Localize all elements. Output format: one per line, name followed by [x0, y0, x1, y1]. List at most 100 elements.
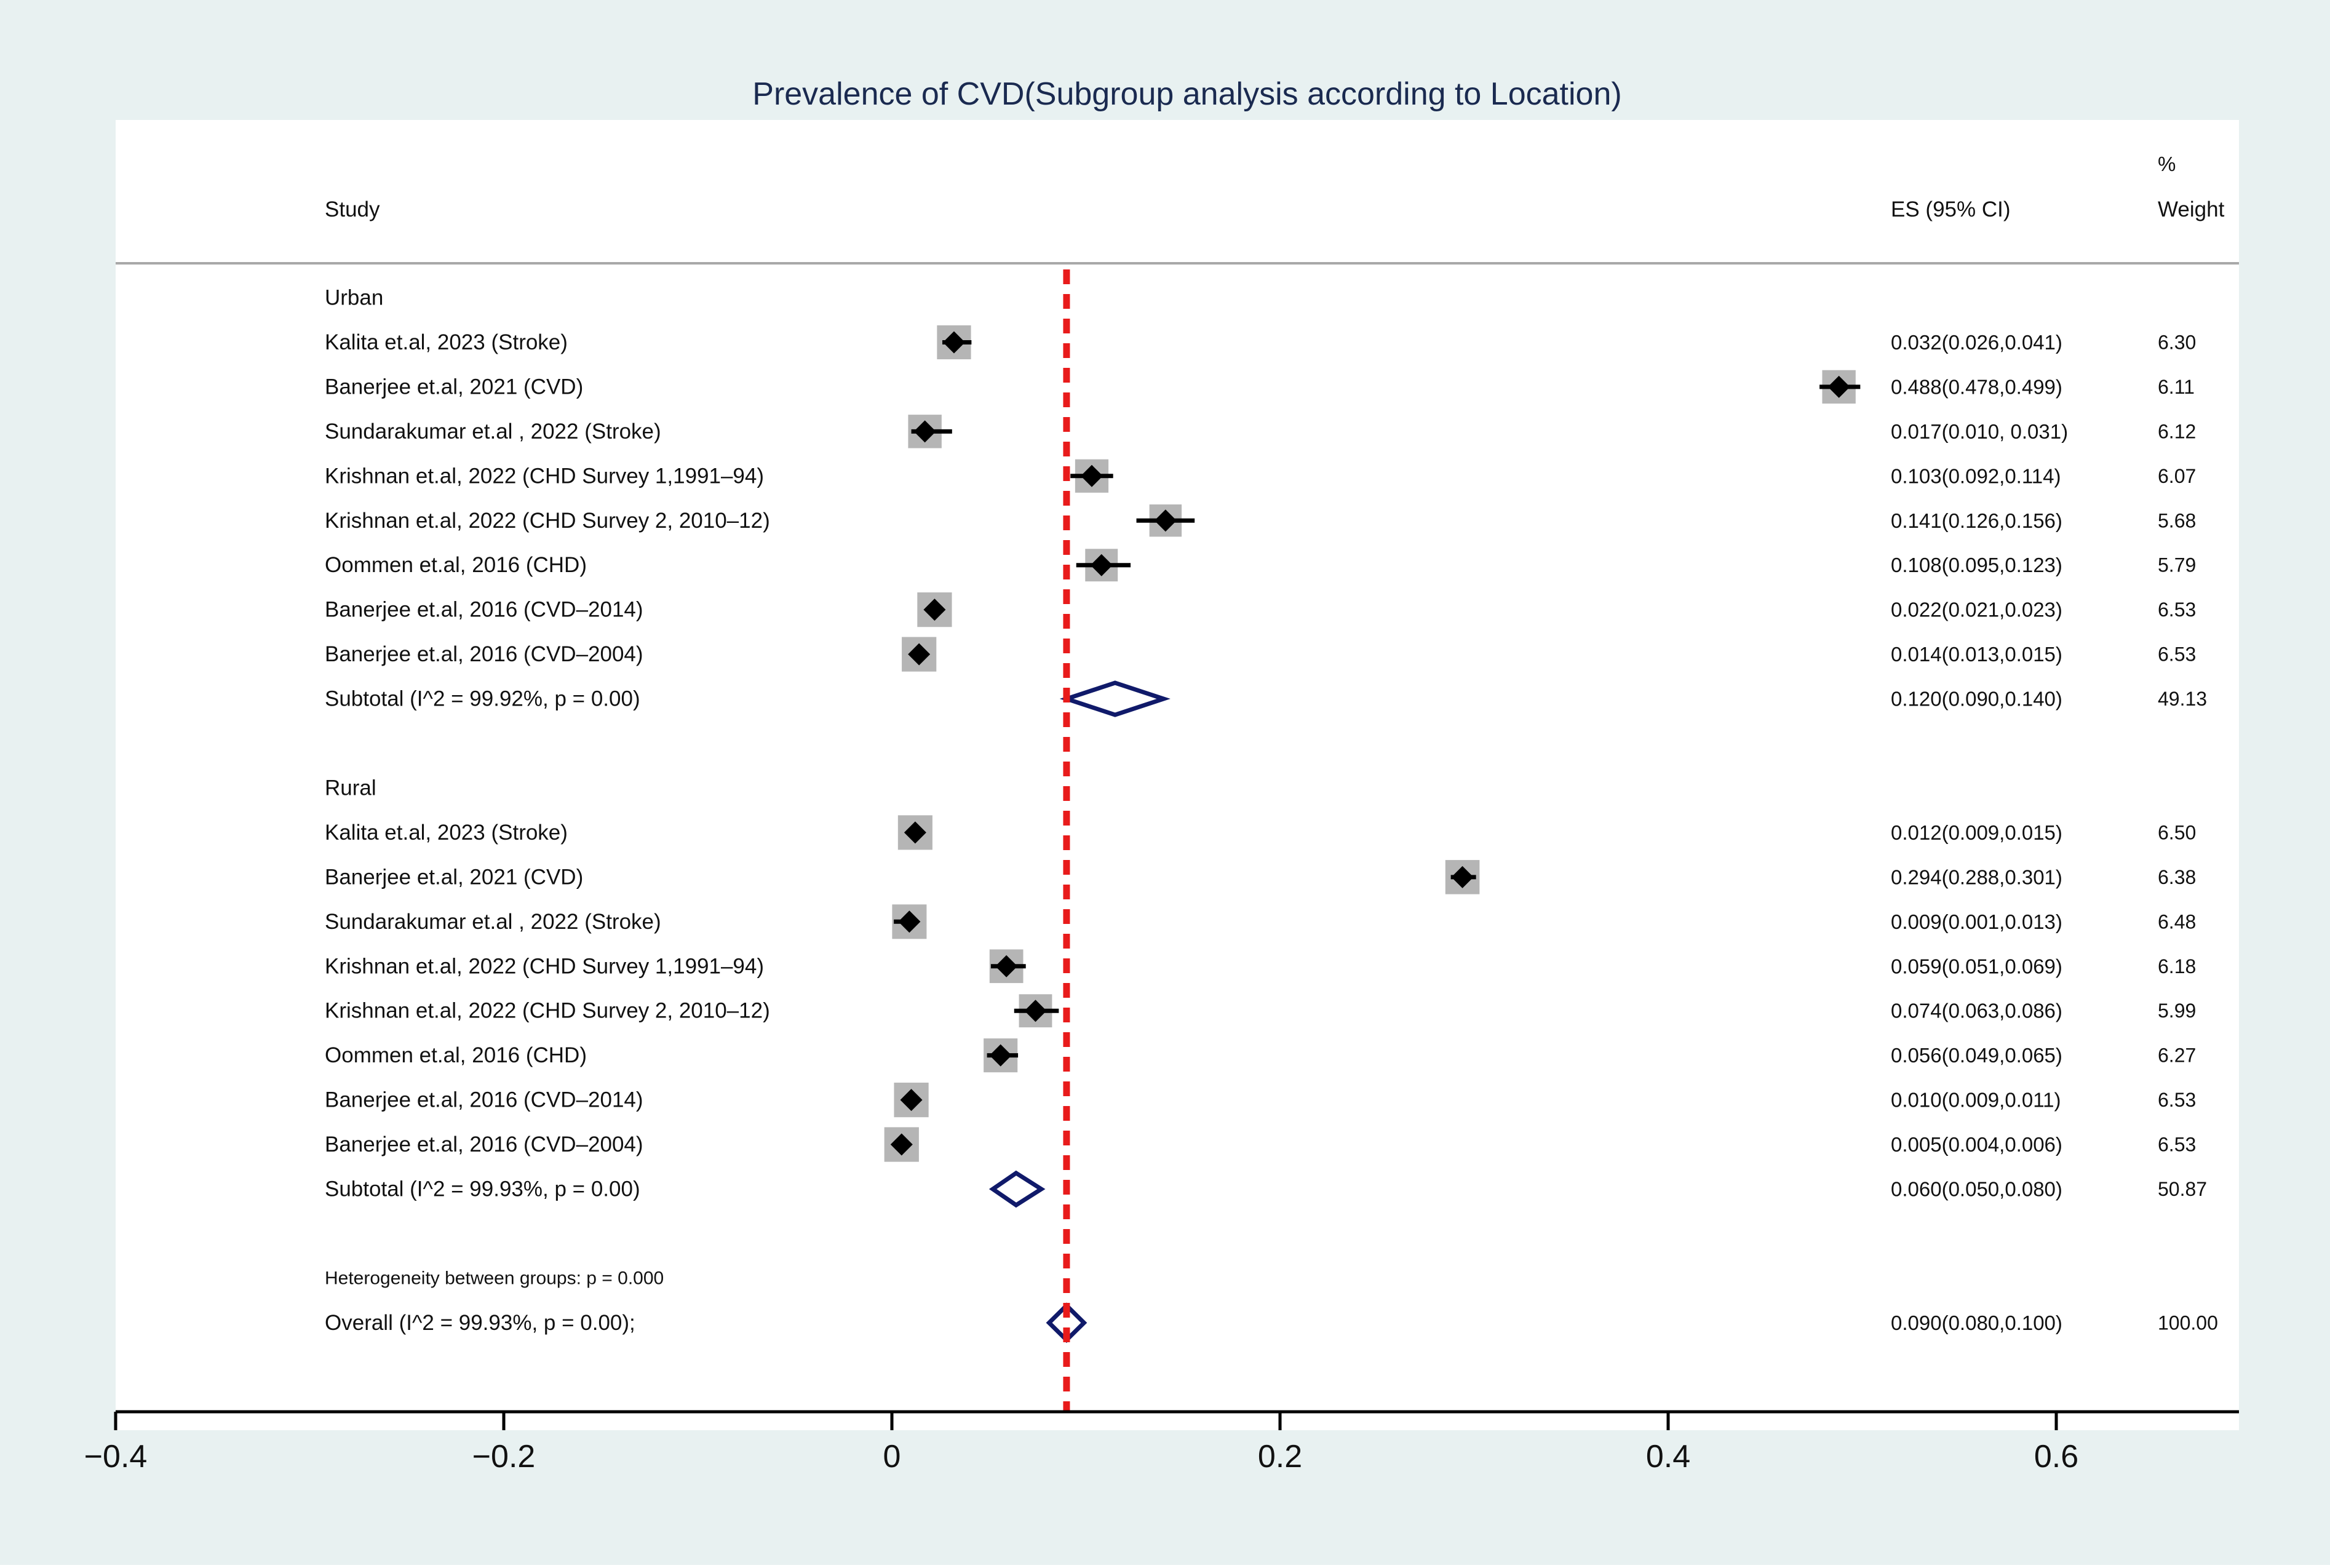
- es-ci-value: 0.009(0.001,0.013): [1891, 910, 2062, 933]
- study-label: Oommen et.al, 2016 (CHD): [325, 553, 587, 577]
- study-label: Banerjee et.al, 2021 (CVD): [325, 375, 583, 399]
- es-ci-value: 0.120(0.090,0.140): [1891, 688, 2062, 710]
- es-ci-value: 0.294(0.288,0.301): [1891, 866, 2062, 888]
- study-label: Sundarakumar et.al , 2022 (Stroke): [325, 910, 661, 934]
- es-ci-value: 0.103(0.092,0.114): [1891, 464, 2061, 487]
- row-study: Kalita et.al, 2023 (Stroke) 0.012(0.009,0…: [325, 815, 2196, 850]
- es-ci-value: 0.014(0.013,0.015): [1891, 643, 2062, 666]
- point-estimate: [898, 910, 921, 933]
- plot-area: [116, 120, 2239, 1430]
- weight-value: 6.18: [2158, 955, 2196, 977]
- x-axis: −0.4 −0.2 0 0.2 0.4 0.6: [84, 1410, 2239, 1474]
- study-label: Kalita et.al, 2023 (Stroke): [325, 821, 568, 845]
- es-ci-value: 0.488(0.478,0.499): [1891, 375, 2062, 398]
- es-ci-value: 0.010(0.009,0.011): [1891, 1089, 2061, 1112]
- point-estimate: [900, 1089, 923, 1112]
- weight-value: 6.11: [2158, 376, 2195, 398]
- study-label: Sundarakumar et.al , 2022 (Stroke): [325, 420, 661, 444]
- row-study: Banerjee et.al, 2016 (CVD–2014) 0.010(0.0…: [325, 1082, 2196, 1118]
- point-estimate: [890, 1133, 913, 1156]
- weight-value: 6.07: [2158, 465, 2196, 487]
- weight-value: 5.79: [2158, 554, 2196, 576]
- weight-value: 6.38: [2158, 866, 2196, 888]
- weight-value: 6.53: [2158, 1089, 2196, 1111]
- overall-label: Overall (I^2 = 99.93%, p = 0.00);: [325, 1311, 635, 1335]
- rows-layer: Urban Kalita et.al, 2023 (Stroke) 0.032(0.…: [325, 286, 2218, 1343]
- es-ci-value: 0.141(0.126,0.156): [1891, 509, 2062, 532]
- row-study: Sundarakumar et.al , 2022 (Stroke) 0.017(…: [325, 415, 2196, 448]
- es-ci-value: 0.032(0.026,0.041): [1891, 331, 2062, 354]
- weight-value: 6.27: [2158, 1045, 2196, 1067]
- weight-value: 6.12: [2158, 420, 2196, 442]
- row-study: Banerjee et.al, 2021 (CVD) 0.294(0.288,0.…: [325, 860, 2196, 894]
- point-estimate: [913, 420, 936, 443]
- point-estimate: [989, 1044, 1012, 1067]
- point-estimate: [904, 821, 926, 844]
- x-tick-label: 0.4: [1646, 1439, 1690, 1474]
- row-study: Banerjee et.al, 2016 (CVD–2004) 0.005(0.0…: [325, 1127, 2196, 1162]
- subtotal-diamond: [988, 1170, 1046, 1208]
- point-estimate: [1451, 866, 1474, 888]
- es-ci-value: 0.012(0.009,0.015): [1891, 821, 2062, 844]
- point-estimate: [1024, 1000, 1047, 1022]
- subgroup-label: Urban: [325, 286, 383, 310]
- weight-value: 5.68: [2158, 509, 2196, 531]
- weight-value: 6.48: [2158, 910, 2196, 933]
- weight-value: 50.87: [2158, 1178, 2207, 1200]
- row-note: Heterogeneity between groups: p = 0.000: [325, 1268, 664, 1288]
- weight-value: 6.53: [2158, 1134, 2196, 1156]
- study-label: Banerjee et.al, 2016 (CVD–2004): [325, 642, 643, 666]
- weight-value: 6.53: [2158, 599, 2196, 621]
- row-study: Oommen et.al, 2016 (CHD) 0.056(0.049,0.06…: [325, 1038, 2196, 1073]
- weight-value: 6.53: [2158, 643, 2196, 666]
- es-ci-value: 0.059(0.051,0.069): [1891, 955, 2062, 977]
- es-ci-value: 0.056(0.049,0.065): [1891, 1044, 2062, 1067]
- study-label: Banerjee et.al, 2016 (CVD–2004): [325, 1132, 643, 1156]
- point-estimate: [923, 599, 946, 621]
- row-subtotal: Subtotal (I^2 = 99.93%, p = 0.00) 0.060(0…: [325, 1170, 2207, 1208]
- row-overall: Overall (I^2 = 99.93%, p = 0.00); 0.090(0…: [325, 1302, 2218, 1343]
- study-label: Banerjee et.al, 2021 (CVD): [325, 865, 583, 889]
- header-weight-pct-label: %: [2158, 153, 2176, 175]
- es-ci-value: 0.022(0.021,0.023): [1891, 599, 2062, 621]
- es-ci-value: 0.074(0.063,0.086): [1891, 1000, 2062, 1022]
- header-es-label: ES (95% CI): [1891, 197, 2011, 221]
- point-estimate: [995, 955, 1018, 977]
- subtotal-label: Subtotal (I^2 = 99.93%, p = 0.00): [325, 1177, 640, 1201]
- point-estimate: [942, 331, 965, 354]
- row-group: Urban: [325, 286, 383, 310]
- weight-value: 6.30: [2158, 331, 2196, 353]
- point-estimate: [1154, 509, 1177, 532]
- x-tick-label: 0.6: [2034, 1439, 2078, 1474]
- x-tick-label: 0.2: [1258, 1439, 1302, 1474]
- point-estimate: [908, 643, 931, 666]
- row-study: Banerjee et.al, 2021 (CVD) 0.488(0.478,0.…: [325, 370, 2195, 404]
- es-ci-value: 0.090(0.080,0.100): [1891, 1311, 2062, 1334]
- study-label: Krishnan et.al, 2022 (CHD Survey 2, 2010…: [325, 999, 770, 1023]
- study-label: Krishnan et.al, 2022 (CHD Survey 1,1991–…: [325, 464, 764, 488]
- row-study: Krishnan et.al, 2022 (CHD Survey 1,1991–…: [325, 949, 2196, 984]
- header-study-label: Study: [325, 197, 380, 221]
- study-label: Krishnan et.al, 2022 (CHD Survey 2, 2010…: [325, 509, 770, 533]
- weight-value: 5.99: [2158, 1000, 2196, 1022]
- weight-value: 100.00: [2158, 1311, 2218, 1334]
- row-subtotal: Subtotal (I^2 = 99.92%, p = 0.00) 0.120(0…: [325, 680, 2207, 717]
- row-study: Krishnan et.al, 2022 (CHD Survey 2, 2010…: [325, 994, 2196, 1028]
- study-label: Oommen et.al, 2016 (CHD): [325, 1043, 587, 1067]
- subtotal-diamond: [1059, 680, 1171, 717]
- es-ci-value: 0.017(0.010, 0.031): [1891, 420, 2068, 443]
- x-tick-label: −0.4: [84, 1439, 148, 1474]
- point-estimate: [1080, 464, 1103, 487]
- es-ci-value: 0.060(0.050,0.080): [1891, 1178, 2062, 1201]
- weight-value: 6.50: [2158, 821, 2196, 843]
- es-ci-value: 0.005(0.004,0.006): [1891, 1133, 2062, 1156]
- header-weight-label: Weight: [2158, 197, 2225, 221]
- row-group: Rural: [325, 776, 376, 800]
- row-study: Banerjee et.al, 2016 (CVD–2014) 0.022(0.0…: [325, 592, 2196, 627]
- x-tick-label: −0.2: [472, 1439, 536, 1474]
- heterogeneity-note: Heterogeneity between groups: p = 0.000: [325, 1268, 664, 1288]
- row-study: Sundarakumar et.al , 2022 (Stroke) 0.009(…: [325, 904, 2196, 939]
- subgroup-label: Rural: [325, 776, 376, 800]
